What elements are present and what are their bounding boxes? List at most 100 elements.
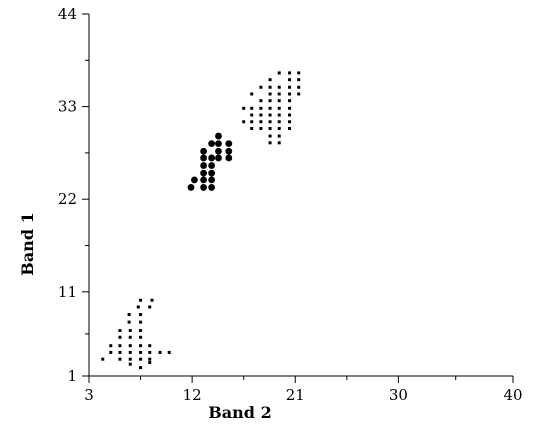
x-tick-label: 30 [389,386,408,404]
data-point [118,329,122,333]
data-point [118,344,122,348]
data-point [250,120,254,124]
series-1 [101,298,171,370]
data-point [268,120,272,124]
data-point [136,305,140,309]
y-axis-title: Band 1 [18,212,37,275]
data-point [127,320,131,324]
data-point [109,344,113,348]
data-point [128,350,132,354]
data-point [128,357,132,361]
data-point [288,78,292,82]
data-point [277,99,281,103]
data-point [268,126,272,130]
data-point [297,85,301,89]
data-point [268,113,272,117]
data-point [242,106,246,110]
series-3 [242,71,301,145]
data-point [288,106,292,110]
data-point [288,113,292,117]
data-point [139,366,143,370]
data-point [200,147,207,155]
data-point [109,350,113,354]
y-tick-label: 33 [58,98,77,116]
data-point [268,85,272,89]
series-2 [187,132,233,191]
data-point [268,78,272,82]
x-tick-label: 21 [286,386,305,404]
data-point [208,169,216,177]
data-point [128,344,132,348]
data-point [128,362,132,366]
data-point [288,126,292,130]
data-point [259,85,263,89]
data-point [215,147,222,155]
data-point [139,298,143,302]
data-point [118,357,122,361]
x-tick-label: 40 [503,386,522,404]
data-point [277,92,281,96]
data-point [215,132,222,140]
data-point [208,176,216,184]
y-tick-label: 11 [58,283,77,301]
data-point [208,184,216,191]
x-tick-label: 12 [183,386,202,404]
data-point [139,329,143,333]
data-point [277,85,281,89]
data-point [200,154,207,162]
data-point [139,320,143,324]
data-point [268,92,272,96]
data-point [277,71,281,75]
data-point [118,335,122,339]
data-point [277,106,281,110]
y-tick-label: 22 [58,190,77,208]
data-point [259,106,263,110]
data-point [101,357,105,361]
data-point [128,335,132,339]
data-point [167,350,171,354]
data-point [288,71,292,75]
data-point [148,344,152,348]
data-point [277,134,281,138]
data-point [215,140,222,148]
data-point [150,298,154,302]
data-point [148,361,152,365]
data-points [101,71,301,370]
data-point [250,113,254,117]
data-point [268,134,272,138]
data-point [200,162,207,169]
y-tick-label: 1 [67,367,77,385]
data-point [277,126,281,130]
data-point [288,120,292,124]
data-point [139,357,143,361]
data-point [139,344,143,348]
data-point [187,184,195,191]
data-point [225,154,233,162]
data-point [158,350,162,354]
data-point [259,126,263,130]
data-point [191,176,198,184]
data-point [288,92,292,96]
data-point [215,154,222,162]
data-point [277,141,281,145]
data-point [288,85,292,89]
y-tick-label: 44 [58,5,77,23]
x-axis-title: Band 2 [208,403,271,422]
data-point [297,92,301,96]
data-point [297,71,301,75]
data-point [148,305,152,309]
data-point [139,350,143,354]
data-point [200,169,207,177]
data-point [225,147,233,155]
data-point [139,335,143,339]
data-point [277,113,281,117]
data-point [208,154,216,162]
data-point [208,162,216,169]
data-point [148,357,152,361]
data-point [148,350,152,354]
data-point [268,106,272,110]
data-point [139,313,143,317]
x-tick-label: 3 [84,386,94,404]
data-point [277,120,281,124]
